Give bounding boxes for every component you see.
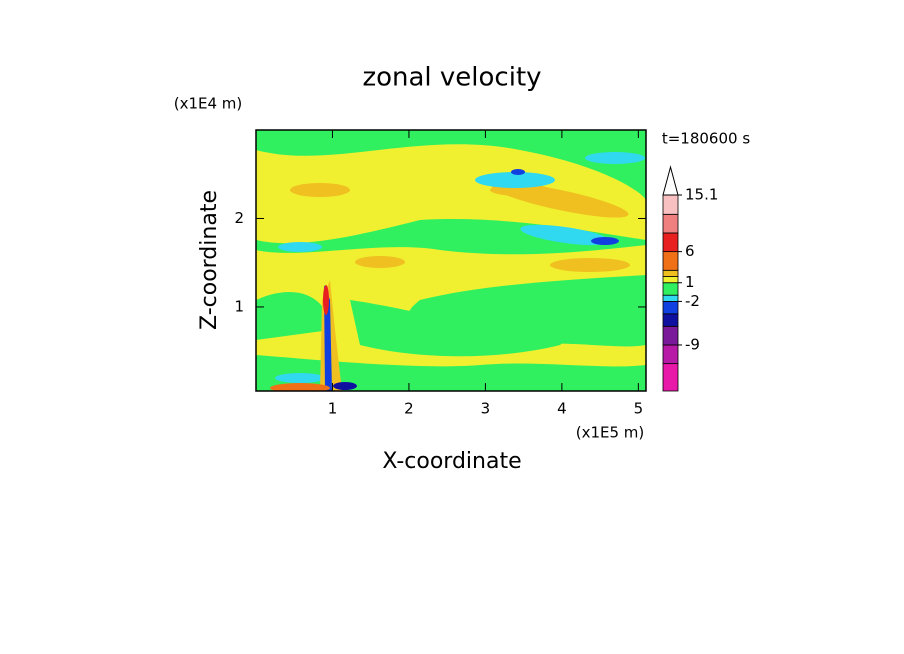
x-unit: (x1E5 m)	[576, 424, 645, 442]
colorbar-box	[662, 276, 679, 284]
colorbar-box	[662, 344, 679, 365]
colorbar-box	[662, 194, 679, 215]
colorbar-box	[662, 325, 679, 346]
contour-field	[256, 130, 646, 391]
plot-frame	[255, 129, 647, 392]
colorbar-tick-label: -2	[685, 292, 700, 310]
annotation: t=180600 s	[662, 130, 750, 148]
colorbar-box	[662, 282, 679, 296]
x-tick-label: 3	[481, 400, 491, 418]
y-tick-label: 2	[234, 209, 244, 227]
colorbar-box	[662, 251, 679, 271]
colorbar-tick-label: 15.1	[685, 186, 718, 204]
colorbar-tick-label: -9	[685, 335, 700, 353]
colorbar-extend	[662, 165, 679, 196]
chart-title: zonal velocity	[362, 63, 541, 93]
y-unit: (x1E4 m)	[174, 95, 243, 113]
colorbar-box	[662, 232, 679, 253]
colorbar-box	[662, 213, 679, 234]
y-tick-label: 1	[234, 297, 244, 315]
x-tick-label: 5	[634, 400, 644, 418]
colorbar-box	[662, 294, 679, 302]
colorbar-box	[662, 363, 679, 392]
y-axis-label: Z-coordinate	[197, 190, 222, 330]
x-tick-label: 4	[557, 400, 567, 418]
colorbar-box	[662, 269, 679, 277]
colorbar-box	[662, 300, 679, 315]
colorbar-box	[662, 313, 679, 327]
x-axis-label: X-coordinate	[382, 449, 521, 474]
x-tick-label: 2	[404, 400, 414, 418]
x-tick-label: 1	[328, 400, 338, 418]
colorbar-tick-label: 6	[685, 242, 695, 260]
colorbar-tick-label: 1	[685, 273, 695, 291]
